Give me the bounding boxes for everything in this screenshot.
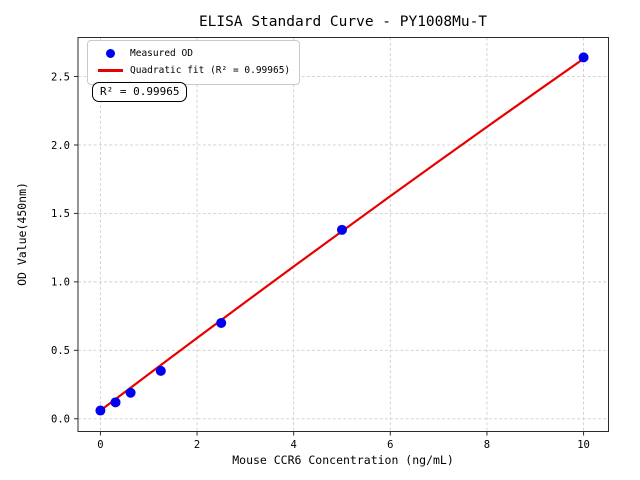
- y-tick-label: 2.5: [51, 71, 70, 83]
- y-tick-label: 1.5: [51, 208, 70, 220]
- red-line-marker-icon: [97, 69, 123, 72]
- r-squared-annotation: R² = 0.99965: [92, 82, 188, 102]
- y-tick-label: 2.0: [51, 140, 70, 152]
- legend-item-quadratic-fit: Quadratic fit (R² = 0.99965): [95, 62, 290, 79]
- chart-title: ELISA Standard Curve - PY1008Mu-T: [199, 14, 487, 30]
- y-tick-label: 1.0: [51, 277, 70, 289]
- legend-marker-cell: [95, 49, 125, 58]
- measured-od-data-point: [95, 405, 106, 416]
- legend-label-measured-od: Measured OD: [130, 48, 193, 59]
- x-tick-label: 10: [577, 439, 590, 451]
- gridlines: [78, 37, 609, 432]
- plot-area-border: [77, 37, 609, 432]
- blue-dot-marker-icon: [105, 49, 115, 58]
- y-axis-ticks: 0.0 0.5 1.0 1.5 2.0 2.5: [51, 71, 78, 426]
- x-tick-label: 2: [194, 439, 200, 451]
- x-axis-label: Mouse CCR6 Concentration (ng/mL): [232, 453, 454, 467]
- x-tick-label: 0: [97, 439, 103, 451]
- legend-marker-cell: [95, 69, 125, 72]
- measured-od-data-point: [336, 224, 347, 235]
- measured-od-data-point: [155, 365, 166, 376]
- x-axis-ticks: 0 2 4 6 8 10: [97, 431, 590, 451]
- y-tick-label: 0.0: [51, 414, 70, 426]
- x-tick-label: 8: [484, 439, 490, 451]
- measured-od-data-point: [578, 52, 589, 63]
- measured-od-points: [95, 52, 589, 416]
- legend-label-quadratic-fit: Quadratic fit (R² = 0.99965): [130, 65, 291, 76]
- legend: Measured OD Quadratic fit (R² = 0.99965): [87, 40, 301, 85]
- legend-item-measured-od: Measured OD: [95, 45, 290, 62]
- y-tick-label: 0.5: [51, 345, 70, 357]
- measured-od-data-point: [110, 397, 121, 408]
- measured-od-data-point: [216, 317, 227, 328]
- x-tick-label: 6: [387, 439, 393, 451]
- x-tick-label: 4: [291, 439, 297, 451]
- y-axis-label: OD Value(450nm): [15, 182, 29, 286]
- measured-od-data-point: [125, 387, 136, 398]
